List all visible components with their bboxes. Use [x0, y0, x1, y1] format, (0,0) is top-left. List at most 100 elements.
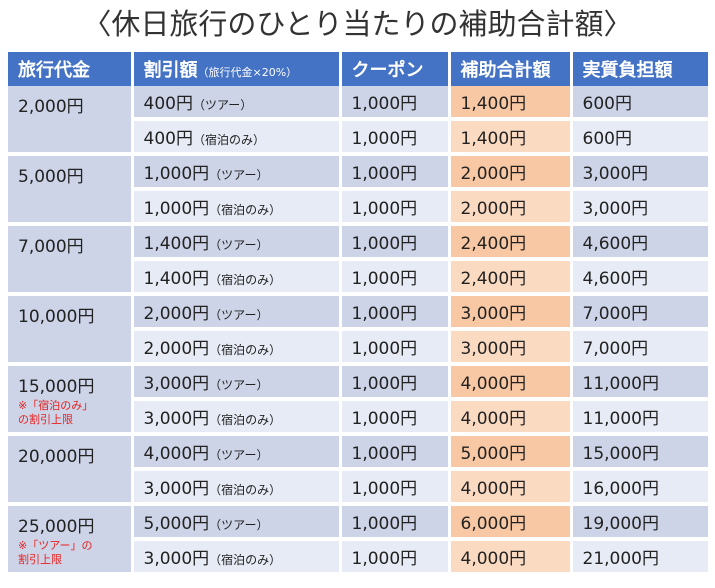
coupon-cell: 1,000円 [340, 504, 451, 541]
discount-type: （宿泊のみ） [209, 343, 282, 357]
header-discount-note: （旅行代金×20%） [197, 66, 298, 79]
discount-type: （宿泊のみ） [209, 483, 282, 497]
actual-cost-cell: 600円 [571, 119, 708, 156]
discount-cell: 1,000円（ツアー） [132, 154, 342, 191]
subsidy-total-cell: 4,000円 [449, 399, 573, 436]
travel-cost-value: 25,000円 [18, 517, 95, 537]
table-row: 15,000円 ※「宿泊のみ」 の割引上限 3,000円（ツアー） 1,000円 4,00… [8, 364, 708, 436]
cap-note-line: 割引上限 [18, 553, 62, 566]
table-row: 2,000円 400円（ツアー） 1,000円 1,400円 600円 [8, 86, 708, 156]
discount-type: （宿泊のみ） [209, 203, 282, 217]
discount-type: （ツアー） [209, 308, 269, 322]
discount-value: 5,000円 [143, 514, 210, 534]
cap-note: ※「宿泊のみ」 の割引上限 [18, 399, 129, 427]
discount-cell: 400円（ツアー） [132, 86, 342, 121]
coupon-cell: 1,000円 [340, 364, 451, 401]
discount-value: 400円 [143, 129, 193, 149]
cap-note-line: ※「ツアー」の [18, 539, 93, 552]
table-row: 25,000円 ※「ツアー」の 割引上限 5,000円（ツアー） 1,000円 6,000… [8, 504, 708, 576]
header-travel-cost: 旅行代金 [8, 52, 134, 86]
subsidy-total-cell: 5,000円 [449, 434, 573, 471]
table-row: 7,000円 1,400円（ツアー） 1,000円 2,400円 4,600円 [8, 224, 708, 296]
travel-cost-cell: 20,000円 [8, 434, 134, 506]
coupon-cell: 1,000円 [340, 539, 451, 576]
discount-value: 1,000円 [143, 164, 210, 184]
actual-cost-cell: 4,600円 [571, 224, 708, 261]
discount-type: （宿泊のみ） [209, 413, 282, 427]
discount-value: 2,000円 [143, 339, 210, 359]
discount-cell: 3,000円（宿泊のみ） [132, 539, 342, 576]
table-row: 20,000円 4,000円（ツアー） 1,000円 5,000円 15,000円 [8, 434, 708, 506]
discount-value: 1,000円 [143, 199, 210, 219]
page-title: 〈休日旅行のひとり当たりの補助合計額〉 [82, 7, 633, 41]
travel-cost-cell: 5,000円 [8, 154, 134, 226]
subsidy-total-cell: 1,400円 [449, 119, 573, 156]
table-row: 3,000円（宿泊のみ） 1,000円 4,000円 21,000円 [8, 539, 708, 576]
subsidy-table: 旅行代金 割引額（旅行代金×20%） クーポン 補助合計額 実質負担額 2,00… [8, 52, 708, 576]
discount-value: 1,400円 [143, 234, 210, 254]
header-discount: 割引額（旅行代金×20%） [132, 52, 342, 86]
discount-cell: 3,000円（ツアー） [132, 364, 342, 401]
coupon-cell: 1,000円 [340, 294, 451, 331]
actual-cost-cell: 19,000円 [571, 504, 708, 541]
discount-type: （宿泊のみ） [209, 553, 282, 567]
coupon-cell: 1,000円 [340, 399, 451, 436]
cap-note-line: の割引上限 [18, 413, 73, 426]
table-row: 10,000円 2,000円（ツアー） 1,000円 3,000円 7,000円 [8, 294, 708, 366]
coupon-cell: 1,000円 [340, 86, 451, 121]
actual-cost-cell: 11,000円 [571, 399, 708, 436]
coupon-cell: 1,000円 [340, 469, 451, 506]
actual-cost-cell: 3,000円 [571, 189, 708, 226]
discount-type: （宿泊のみ） [209, 273, 282, 287]
travel-cost-value: 5,000円 [18, 167, 84, 187]
travel-cost-value: 15,000円 [18, 377, 95, 397]
travel-cost-cell: 25,000円 ※「ツアー」の 割引上限 [8, 504, 134, 576]
table-row: 3,000円（宿泊のみ） 1,000円 4,000円 16,000円 [8, 469, 708, 506]
table-row: 1,000円（宿泊のみ） 1,000円 2,000円 3,000円 [8, 189, 708, 226]
subsidy-total-cell: 4,000円 [449, 469, 573, 506]
header-coupon: クーポン [340, 52, 451, 86]
header-discount-label: 割引額 [143, 60, 198, 81]
coupon-cell: 1,000円 [340, 329, 451, 366]
discount-cell: 2,000円（ツアー） [132, 294, 342, 331]
discount-value: 3,000円 [143, 549, 210, 569]
subsidy-total-cell: 2,000円 [449, 189, 573, 226]
header-actual-cost: 実質負担額 [571, 52, 708, 86]
table-row: 1,400円（宿泊のみ） 1,000円 2,400円 4,600円 [8, 259, 708, 296]
table-row: 2,000円（宿泊のみ） 1,000円 3,000円 7,000円 [8, 329, 708, 366]
subsidy-total-cell: 4,000円 [449, 539, 573, 576]
header-subsidy-total: 補助合計額 [449, 52, 573, 86]
discount-type: （ツアー） [209, 238, 269, 252]
discount-value: 3,000円 [143, 409, 210, 429]
subsidy-total-cell: 3,000円 [449, 329, 573, 366]
travel-cost-value: 2,000円 [18, 97, 84, 117]
discount-cell: 2,000円（宿泊のみ） [132, 329, 342, 366]
actual-cost-cell: 600円 [571, 86, 708, 121]
subsidy-total-cell: 2,000円 [449, 154, 573, 191]
discount-cell: 3,000円（宿泊のみ） [132, 469, 342, 506]
coupon-cell: 1,000円 [340, 189, 451, 226]
actual-cost-cell: 7,000円 [571, 329, 708, 366]
discount-cell: 1,400円（ツアー） [132, 224, 342, 261]
discount-cell: 400円（宿泊のみ） [132, 119, 342, 156]
discount-value: 4,000円 [143, 444, 210, 464]
discount-type: （ツアー） [209, 168, 269, 182]
discount-cell: 5,000円（ツアー） [132, 504, 342, 541]
table-header-row: 旅行代金 割引額（旅行代金×20%） クーポン 補助合計額 実質負担額 [8, 52, 708, 86]
actual-cost-cell: 4,600円 [571, 259, 708, 296]
discount-cell: 4,000円（ツアー） [132, 434, 342, 471]
travel-cost-cell: 15,000円 ※「宿泊のみ」 の割引上限 [8, 364, 134, 436]
coupon-cell: 1,000円 [340, 434, 451, 471]
table-row: 5,000円 1,000円（ツアー） 1,000円 2,000円 3,000円 [8, 154, 708, 226]
coupon-cell: 1,000円 [340, 154, 451, 191]
actual-cost-cell: 21,000円 [571, 539, 708, 576]
actual-cost-cell: 15,000円 [571, 434, 708, 471]
discount-value: 400円 [143, 94, 193, 114]
travel-cost-cell: 7,000円 [8, 224, 134, 296]
travel-cost-value: 20,000円 [18, 447, 95, 467]
discount-value: 1,400円 [143, 269, 210, 289]
cap-note-line: ※「宿泊のみ」 [18, 399, 94, 412]
actual-cost-cell: 3,000円 [571, 154, 708, 191]
actual-cost-cell: 7,000円 [571, 294, 708, 331]
table-row: 400円（宿泊のみ） 1,000円 1,400円 600円 [8, 119, 708, 156]
